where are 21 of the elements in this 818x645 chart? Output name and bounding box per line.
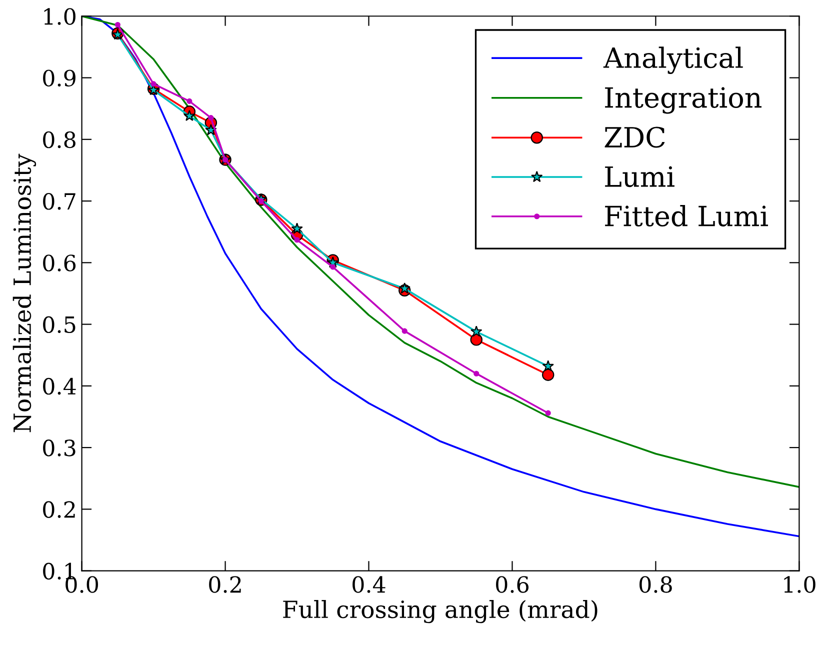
y-axis-title: Normalized Luminosity [12,154,36,432]
y-tick-label: 0.7 [43,192,76,210]
y-tick-label: 0.4 [43,378,76,395]
x-tick-label: 0.6 [496,576,529,593]
y-tick-label: 0.3 [43,440,76,456]
y-tick-label: 0.5 [43,316,76,334]
y-tick-label: 0.6 [43,254,76,272]
legend-label: Integration [605,87,762,114]
x-tick-label: 0.2 [209,576,241,593]
legend-label: Analytical [603,46,743,74]
x-tick-label: 0.4 [352,576,386,593]
y-tick-label: 0.9 [43,70,76,87]
x-tick-label: 1.0 [784,576,816,593]
y-tick-label: 1.0 [44,8,76,25]
x-tick-label: 0.8 [640,576,672,593]
y-tick-label: 0.8 [43,131,76,148]
x-axis-title: Full crossing angle (mrad) [283,600,598,624]
y-tick-label: 0.2 [43,501,75,518]
legend-label: Fitted Lumi [605,205,768,227]
legend-label: Lumi [605,166,674,188]
legend-label: ZDC [604,126,665,148]
